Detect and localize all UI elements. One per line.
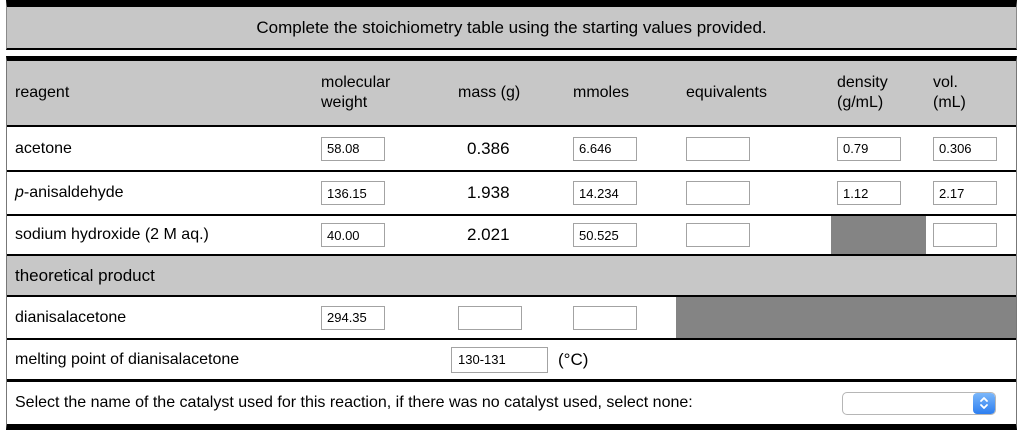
dianisalacetone-molecular-weight-input[interactable]	[321, 305, 385, 330]
stoichiometry-table: reagent molecular weight mass (g) mmoles…	[6, 56, 1017, 430]
dianisalacetone-mass-input[interactable]	[458, 305, 522, 330]
catalyst-question-label: Select the name of the catalyst used for…	[15, 394, 693, 411]
melting-point-input[interactable]	[451, 346, 548, 373]
table-row-sodium-hydroxide: sodium hydroxide (2 M aq.) 2.021	[7, 216, 1016, 256]
anisaldehyde-vol-input[interactable]	[933, 181, 997, 205]
column-header-density: density (g/mL)	[837, 74, 888, 111]
table-row-catalyst: Select the name of the catalyst used for…	[7, 382, 1016, 424]
product-name: dianisalacetone	[15, 308, 127, 326]
column-header-equivalents: equivalents	[686, 84, 767, 101]
table-row-melting-point: melting point of dianisalacetone (°C)	[7, 340, 1016, 382]
instruction-text: Complete the stoichiometry table using t…	[256, 17, 767, 37]
acetone-density-input[interactable]	[837, 136, 901, 161]
reagent-name-italic-prefix: p	[15, 184, 24, 201]
reagent-name: p-anisaldehyde	[15, 184, 124, 201]
naoh-vol-input[interactable]	[933, 223, 997, 247]
naoh-equivalents-input[interactable]	[686, 223, 750, 247]
acetone-vol-input[interactable]	[933, 136, 997, 161]
anisaldehyde-molecular-weight-input[interactable]	[321, 181, 385, 205]
reagent-name: acetone	[15, 139, 72, 157]
table-row-p-anisaldehyde: p-anisaldehyde 1.938	[7, 172, 1016, 216]
naoh-mmoles-input[interactable]	[573, 223, 637, 247]
reagent-name: sodium hydroxide (2 M aq.)	[15, 226, 209, 243]
column-header-vol: vol. (mL)	[933, 74, 966, 111]
column-header-mass: mass (g)	[458, 84, 521, 101]
naoh-molecular-weight-input[interactable]	[321, 223, 385, 247]
table-row-dianisalacetone: dianisalacetone	[7, 297, 1016, 340]
anisaldehyde-density-input[interactable]	[837, 181, 901, 205]
table-header-row: reagent molecular weight mass (g) mmoles…	[7, 61, 1016, 127]
column-header-reagent: reagent	[15, 84, 70, 101]
naoh-mass-value: 2.021	[467, 225, 510, 244]
table-row-acetone: acetone 0.386	[7, 127, 1016, 172]
acetone-molecular-weight-input[interactable]	[321, 136, 385, 161]
acetone-equivalents-input[interactable]	[686, 136, 750, 161]
anisaldehyde-mmoles-input[interactable]	[573, 181, 637, 205]
anisaldehyde-equivalents-input[interactable]	[686, 181, 750, 205]
blocked-cell-naoh-density	[831, 216, 926, 254]
melting-point-unit: (°C)	[558, 349, 589, 369]
column-header-molecular-weight: molecular weight	[321, 74, 391, 111]
instruction-banner: Complete the stoichiometry table using t…	[6, 0, 1017, 50]
catalyst-select-value	[843, 393, 973, 414]
anisaldehyde-mass-value: 1.938	[467, 183, 510, 202]
updown-chevron-icon	[973, 392, 995, 414]
acetone-mass-value: 0.386	[467, 138, 510, 158]
section-header-theoretical-product: theoretical product	[7, 256, 1016, 297]
banner-table-gap	[6, 50, 1017, 56]
acetone-mmoles-input[interactable]	[573, 136, 637, 161]
blocked-cell-dianisalacetone	[676, 297, 1016, 338]
catalyst-select[interactable]	[842, 391, 996, 415]
column-header-mmoles: mmoles	[573, 84, 630, 101]
dianisalacetone-mmoles-input[interactable]	[573, 305, 637, 330]
melting-point-label: melting point of dianisalacetone	[15, 350, 240, 368]
